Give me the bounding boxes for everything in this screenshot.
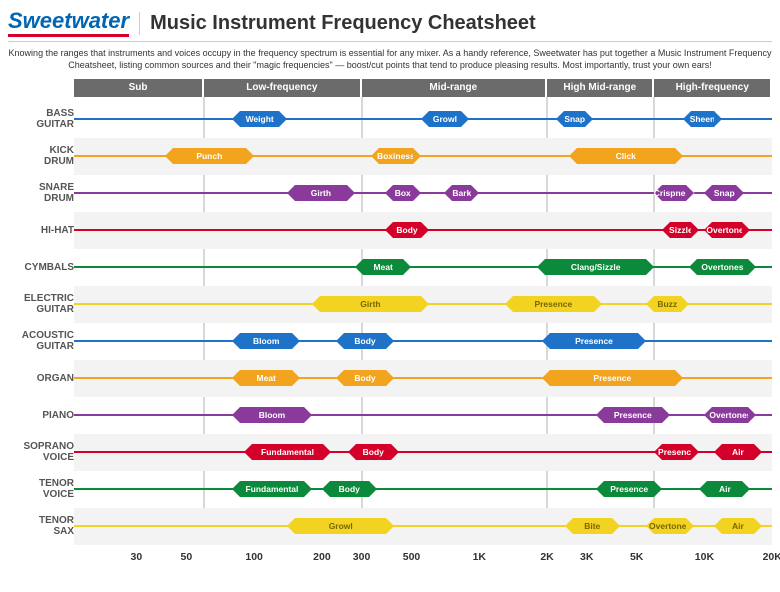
axis-tick: 3K	[580, 551, 593, 563]
axis-tick: 5K	[630, 551, 643, 563]
instrument-row: Growl Bite Overtones Air	[74, 508, 772, 545]
frequency-tag: Presence	[542, 333, 646, 349]
frequency-line	[74, 266, 772, 268]
frequency-tag: Buzz	[646, 296, 689, 312]
frequency-tag: Fundamental	[244, 444, 331, 460]
instrument-label: SNAREDRUM	[8, 175, 74, 212]
instrument-row: Fundamental Body Presence Air	[74, 434, 772, 471]
instrument-row: Weight Growl Snap Sheen	[74, 101, 772, 138]
frequency-tag: Presence	[596, 407, 670, 423]
instrument-row: Meat Body Presence	[74, 360, 772, 397]
frequency-tag: Sheen	[683, 111, 723, 127]
axis-tick: 300	[353, 551, 371, 563]
axis-tick: 2K	[540, 551, 553, 563]
frequency-tag: Presence	[654, 444, 699, 460]
instrument-row: Bloom Presence Overtones	[74, 397, 772, 434]
frequency-tag: Weight	[232, 111, 287, 127]
instrument-label: TENORSAX	[8, 508, 74, 545]
frequency-tag: Boxiness	[371, 148, 421, 164]
frequency-line	[74, 340, 772, 342]
frequency-line	[74, 488, 772, 490]
frequency-tag: Meat	[355, 259, 412, 275]
page-title: Music Instrument Frequency Cheatsheet	[139, 12, 536, 35]
instrument-label: PIANO	[8, 397, 74, 434]
logo: Sweetwater	[8, 10, 129, 37]
instrument-label: ORGAN	[8, 360, 74, 397]
frequency-tag: Presence	[542, 370, 683, 386]
instrument-label: SOPRANOVOICE	[8, 434, 74, 471]
instrument-label: HI-HAT	[8, 212, 74, 249]
instrument-label: ACOUSTICGUITAR	[8, 323, 74, 360]
frequency-tag: Body	[322, 481, 377, 497]
axis-tick: 1K	[473, 551, 486, 563]
axis-tick: 50	[181, 551, 193, 563]
band-header: Low-frequency	[204, 79, 361, 97]
instrument-row: Meat Clang/Sizzle Overtones	[74, 249, 772, 286]
frequency-tag: Overtones	[704, 407, 756, 423]
axis-tick: 20K	[763, 551, 780, 563]
frequency-tag: Body	[385, 222, 430, 238]
frequency-tag: Girth	[287, 185, 355, 201]
instrument-label: BASSGUITAR	[8, 101, 74, 138]
instrument-label: TENORVOICE	[8, 471, 74, 508]
frequency-tag: Snap	[704, 185, 744, 201]
frequency-tag: Presence	[596, 481, 662, 497]
axis-tick: 30	[131, 551, 143, 563]
frequency-tag: Snap	[556, 111, 593, 127]
instrument-row: Fundamental Body Presence Air	[74, 471, 772, 508]
frequency-tag: Overtones	[646, 518, 694, 534]
band-header: High Mid-range	[547, 79, 654, 97]
instrument-row: Body Sizzle Overtones	[74, 212, 772, 249]
frequency-tag: Box	[385, 185, 421, 201]
frequency-tag: Growl	[421, 111, 469, 127]
frequency-tag: Body	[336, 370, 395, 386]
frequency-tag: Overtones	[704, 222, 750, 238]
frequency-tag: Bite	[565, 518, 620, 534]
frequency-tag: Bark	[444, 185, 479, 201]
frequency-tag: Bloom	[232, 333, 300, 349]
axis-tick: 100	[245, 551, 263, 563]
frequency-tag: Bloom	[232, 407, 311, 423]
band-header: Sub	[74, 79, 204, 97]
frequency-tag: Meat	[232, 370, 300, 386]
instrument-row: Girth Box Bark Crispness Snap	[74, 175, 772, 212]
instrument-row: Bloom Body Presence	[74, 323, 772, 360]
instrument-row: Girth Presence Buzz	[74, 286, 772, 323]
instrument-row: Punch Boxiness Click	[74, 138, 772, 175]
frequency-tag: Fundamental	[232, 481, 311, 497]
frequency-tag: Overtones	[689, 259, 757, 275]
frequency-tag: Sizzle	[662, 222, 699, 238]
axis-tick: 500	[403, 551, 421, 563]
axis-tick: 200	[313, 551, 331, 563]
axis-tick: 10K	[695, 551, 714, 563]
instrument-label: CYMBALS	[8, 249, 74, 286]
instrument-label: ELECTRICGUITAR	[8, 286, 74, 323]
band-header: Mid-range	[362, 79, 548, 97]
frequency-tag: Growl	[287, 518, 394, 534]
frequency-tag: Air	[714, 518, 762, 534]
frequency-tag: Click	[569, 148, 683, 164]
intro-text: Knowing the ranges that instruments and …	[8, 48, 772, 71]
frequency-chart: BASSGUITARKICKDRUMSNAREDRUMHI-HATCYMBALS…	[8, 79, 772, 579]
frequency-tag: Girth	[312, 296, 430, 312]
frequency-tag: Clang/Sizzle	[537, 259, 655, 275]
frequency-tag: Crispness	[654, 185, 694, 201]
frequency-tag: Body	[348, 444, 399, 460]
frequency-tag: Air	[714, 444, 762, 460]
frequency-tag: Air	[699, 481, 750, 497]
frequency-tag: Presence	[505, 296, 602, 312]
band-header: High-frequency	[654, 79, 772, 97]
header: Sweetwater Music Instrument Frequency Ch…	[8, 10, 772, 42]
instrument-label: KICKDRUM	[8, 138, 74, 175]
frequency-tag: Body	[336, 333, 395, 349]
frequency-tag: Punch	[165, 148, 255, 164]
